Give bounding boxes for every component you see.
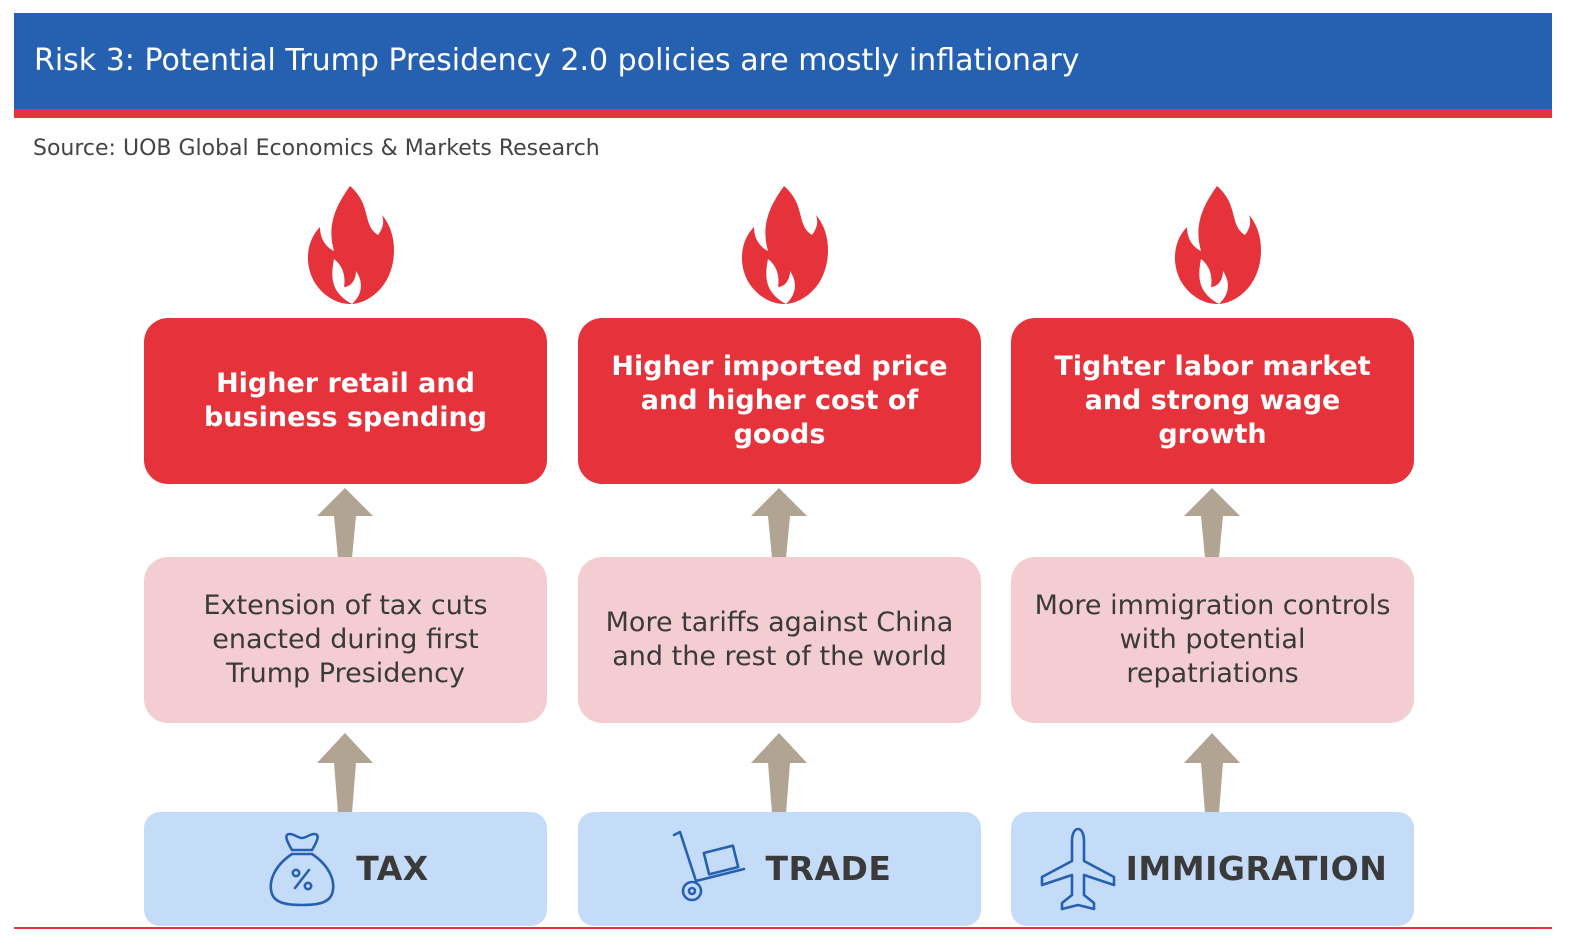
category-box: IMMIGRATION [1011, 812, 1414, 926]
policy-box: More tariffs against China and the rest … [578, 557, 981, 723]
column-tax: Higher retail and business spending Exte… [144, 0, 547, 950]
effect-box: Higher imported price and higher cost of… [578, 318, 981, 484]
policy-box: More immigration controls with potential… [1011, 557, 1414, 723]
policy-box: Extension of tax cuts enacted during fir… [144, 557, 547, 723]
header-banner: Risk 3: Potential Trump Presidency 2.0 p… [14, 13, 1552, 109]
footer-divider [14, 927, 1552, 929]
column-trade: Higher imported price and higher cost of… [578, 0, 981, 950]
source-note: Source: UOB Global Economics & Markets R… [33, 136, 600, 161]
column-immigration: Tighter labor market and strong wage gro… [1011, 0, 1414, 950]
category-label: TAX [356, 849, 429, 888]
category-label: IMMIGRATION [1125, 849, 1388, 888]
arrow-up-icon [317, 733, 373, 813]
flame-icon [1174, 186, 1261, 304]
page-title: Risk 3: Potential Trump Presidency 2.0 p… [34, 43, 1080, 78]
flame-icon [741, 186, 828, 304]
arrow-up-icon [751, 733, 807, 813]
category-box: TAX [144, 812, 547, 926]
category-box: TRADE [578, 812, 981, 926]
arrow-up-icon [317, 488, 373, 558]
flame-icon [307, 186, 394, 304]
arrow-up-icon [1184, 733, 1240, 813]
hand-truck-icon [672, 830, 745, 902]
arrow-up-icon [751, 488, 807, 558]
category-label: TRADE [765, 849, 892, 888]
arrow-up-icon [1184, 488, 1240, 558]
airplane-icon [1040, 827, 1115, 911]
money-bag-icon [269, 832, 335, 907]
header-divider [14, 109, 1552, 118]
effect-box: Higher retail and business spending [144, 318, 547, 484]
effect-box: Tighter labor market and strong wage gro… [1011, 318, 1414, 484]
